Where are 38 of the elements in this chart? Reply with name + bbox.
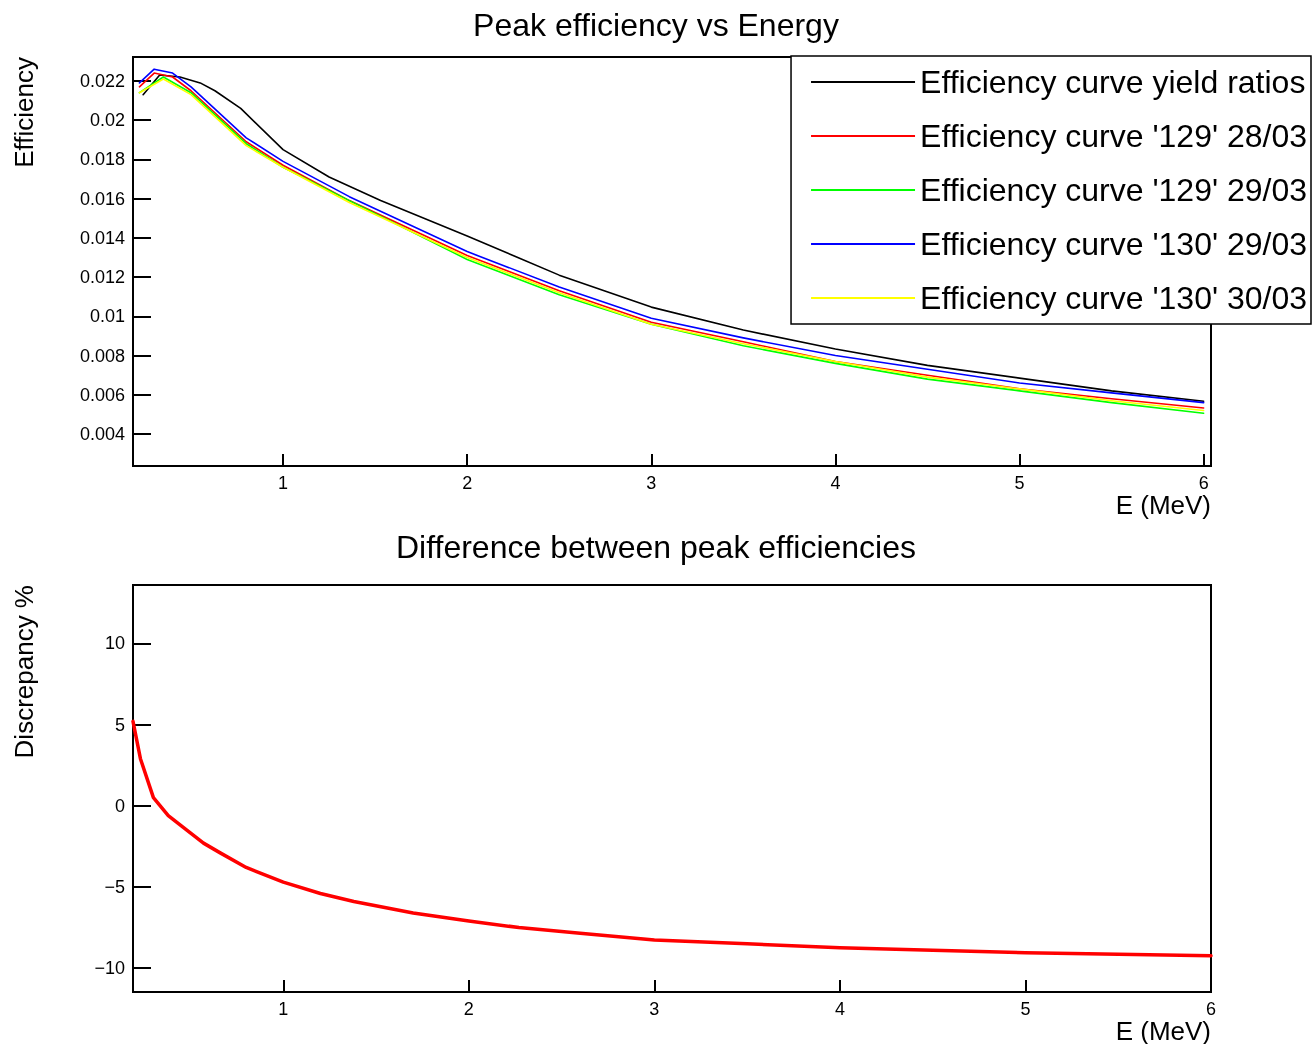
x-tick-label: 4 xyxy=(830,473,841,493)
x-tick-label: 5 xyxy=(1014,473,1025,493)
x-tick-label: 1 xyxy=(278,473,289,493)
y-tick-label: −10 xyxy=(94,958,125,979)
y-tick-label: 0.016 xyxy=(79,188,125,209)
x-axis-title: E (MeV) xyxy=(1115,490,1211,520)
line-series xyxy=(131,719,1213,958)
x-tick-label: 6 xyxy=(1205,999,1217,1019)
y-tick-label: 0 xyxy=(114,795,125,816)
legend-label: Efficiency curve '130' 30/03 xyxy=(920,280,1307,316)
legend-label: Efficiency curve yield ratios xyxy=(920,64,1306,100)
y-tick-label: 0.006 xyxy=(79,384,125,405)
chart-title: Difference between peak efficiencies xyxy=(395,529,917,565)
x-tick-label: 6 xyxy=(1198,473,1209,493)
y-tick-label: 5 xyxy=(114,714,125,735)
y-tick-label: 0.012 xyxy=(79,267,125,288)
x-tick-label: 2 xyxy=(463,999,474,1019)
y-tick-label: 0.01 xyxy=(89,306,125,327)
y-tick-label: −5 xyxy=(104,876,125,897)
x-tick-label: 4 xyxy=(834,999,845,1019)
y-tick-label: 0.004 xyxy=(79,424,125,445)
legend-label: Efficiency curve '129' 28/03 xyxy=(920,118,1307,154)
y-tick-label: 0.008 xyxy=(79,345,125,366)
chart-title: Peak efficiency vs Energy xyxy=(473,7,839,43)
y-tick-label: 10 xyxy=(104,633,125,654)
y-tick-label: 0.022 xyxy=(79,70,125,91)
legend-label: Efficiency curve '130' 29/03 xyxy=(920,226,1307,262)
x-tick-label: 3 xyxy=(646,473,657,493)
y-tick-label: 0.018 xyxy=(79,149,125,170)
y-tick-label: 0.014 xyxy=(79,227,125,248)
x-tick-label: 2 xyxy=(462,473,473,493)
y-axis-title: Discrepancy % xyxy=(9,585,39,759)
x-tick-label: 3 xyxy=(649,999,660,1019)
x-tick-label: 1 xyxy=(278,999,289,1019)
legend-label: Efficiency curve '129' 29/03 xyxy=(920,172,1307,208)
y-tick-label: 0.02 xyxy=(89,110,125,131)
y-axis-title: Efficiency xyxy=(9,57,39,168)
x-tick-label: 5 xyxy=(1020,999,1031,1019)
